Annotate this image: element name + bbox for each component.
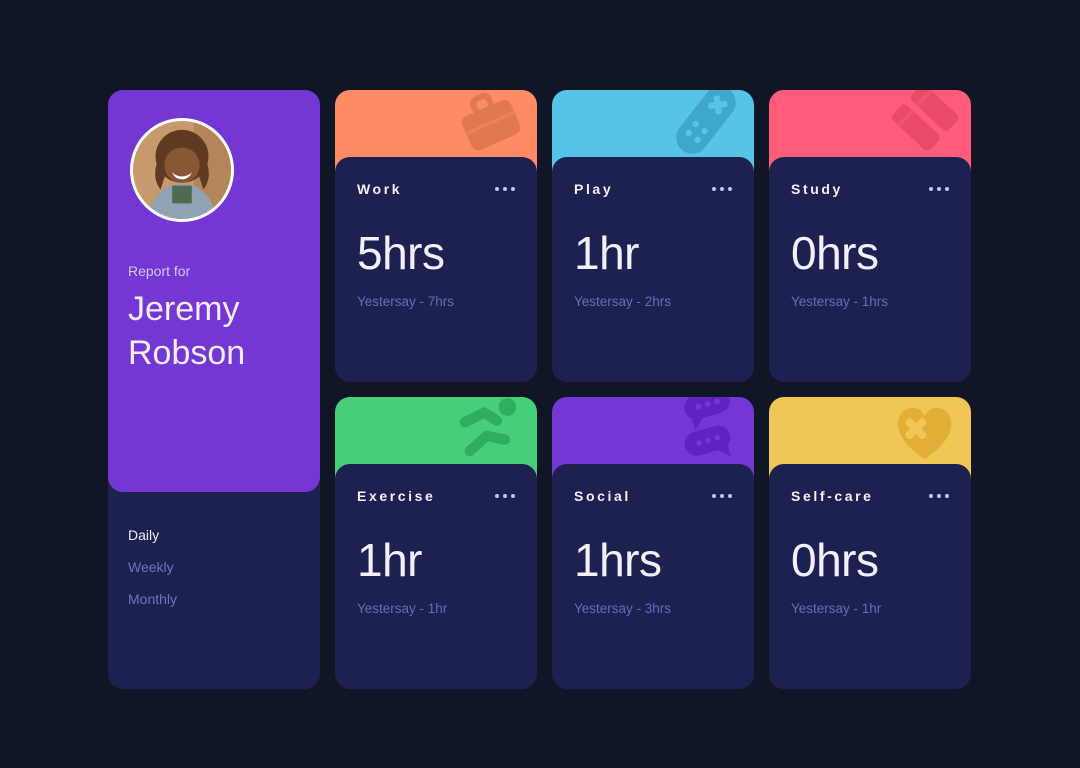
card-body: Exercise 1hr Yestersay - 1hr xyxy=(335,464,537,689)
activity-card-study: Study 0hrs Yestersay - 1hrs xyxy=(769,90,971,382)
current-hours: 1hr xyxy=(574,227,639,279)
activity-card-self-care: Self-care 0hrs Yestersay - 1hr xyxy=(769,397,971,689)
card-title: Self-care xyxy=(791,488,874,504)
card-body: Social 1hrs Yestersay - 3hrs xyxy=(552,464,754,689)
current-hours: 1hrs xyxy=(574,534,662,586)
previous-hours: Yestersay - 7hrs xyxy=(357,294,455,309)
profile-card: Report for Jeremy Robson Daily Weekly Mont… xyxy=(108,90,320,689)
heart-icon xyxy=(883,397,963,467)
activity-card-play: Play 1hr Yestersay - 2hrs xyxy=(552,90,754,382)
current-hours: 0hrs xyxy=(791,534,879,586)
nav-item-weekly[interactable]: Weekly xyxy=(128,559,174,575)
book-icon xyxy=(883,90,963,160)
person-last-name: Robson xyxy=(128,334,246,372)
previous-hours: Yestersay - 1hr xyxy=(357,601,448,616)
activity-card-social: Social 1hrs Yestersay - 3hrs xyxy=(552,397,754,689)
previous-hours: Yestersay - 1hr xyxy=(791,601,882,616)
card-body: Play 1hr Yestersay - 2hrs xyxy=(552,157,754,382)
activity-card-work: Work 5hrs Yestersay - 7hrs xyxy=(335,90,537,382)
more-options-icon[interactable] xyxy=(494,489,515,504)
nav-item-daily[interactable]: Daily xyxy=(128,527,160,543)
card-title: Play xyxy=(574,181,614,197)
more-options-icon[interactable] xyxy=(494,182,515,197)
card-body: Work 5hrs Yestersay - 7hrs xyxy=(335,157,537,382)
person-name: Jeremy Robson xyxy=(128,287,300,375)
runner-icon xyxy=(449,397,529,467)
report-for-label: Report for xyxy=(128,263,191,279)
briefcase-icon xyxy=(449,90,529,160)
previous-hours: Yestersay - 1hrs xyxy=(791,294,889,309)
more-options-icon[interactable] xyxy=(928,182,949,197)
controller-icon xyxy=(666,90,746,160)
card-title: Exercise xyxy=(357,488,436,504)
chat-bubbles-icon xyxy=(666,397,746,467)
card-body: Self-care 0hrs Yestersay - 1hr xyxy=(769,464,971,689)
period-nav: Daily Weekly Monthly xyxy=(108,492,320,606)
person-first-name: Jeremy xyxy=(128,290,240,328)
more-options-icon[interactable] xyxy=(711,489,732,504)
avatar xyxy=(130,118,234,222)
card-body: Study 0hrs Yestersay - 1hrs xyxy=(769,157,971,382)
card-title: Work xyxy=(357,181,403,197)
more-options-icon[interactable] xyxy=(928,489,949,504)
previous-hours: Yestersay - 2hrs xyxy=(574,294,672,309)
previous-hours: Yestersay - 3hrs xyxy=(574,601,672,616)
card-title: Study xyxy=(791,181,843,197)
card-title: Social xyxy=(574,488,631,504)
more-options-icon[interactable] xyxy=(711,182,732,197)
nav-item-monthly[interactable]: Monthly xyxy=(128,591,178,607)
current-hours: 5hrs xyxy=(357,227,445,279)
profile-panel: Report for Jeremy Robson xyxy=(108,90,320,492)
activity-card-exercise: Exercise 1hr Yestersay - 1hr xyxy=(335,397,537,689)
current-hours: 1hr xyxy=(357,534,422,586)
dashboard: Report for Jeremy Robson Daily Weekly Mont… xyxy=(108,90,971,689)
current-hours: 0hrs xyxy=(791,227,879,279)
